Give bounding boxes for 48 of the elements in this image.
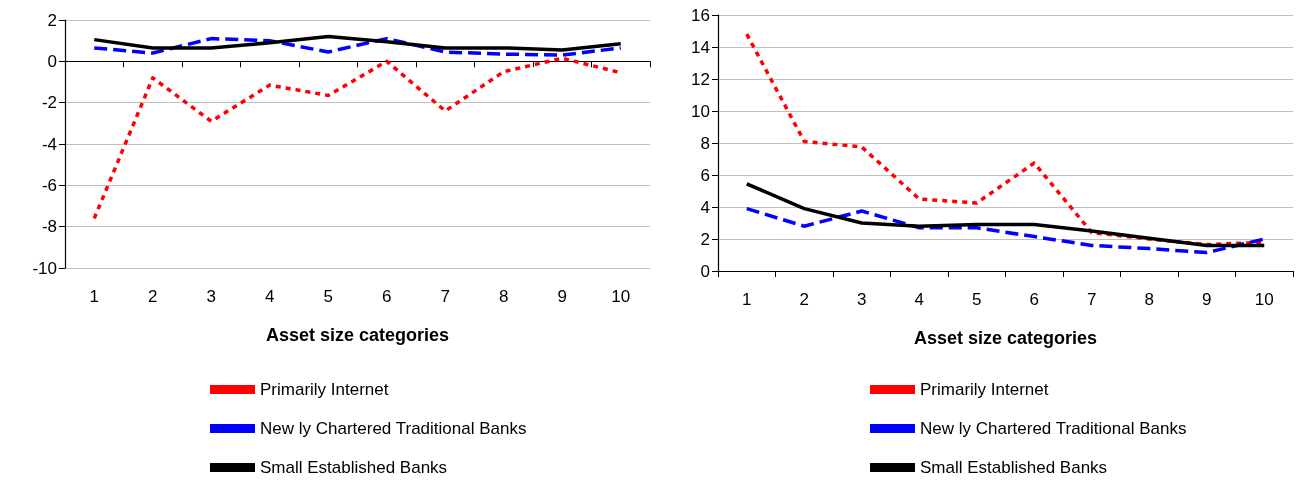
x-tick-label: 2 [799,290,809,309]
line-series [92,34,623,52]
x-tick-label: 10 [1254,290,1274,309]
x-tick-label: 7 [440,287,450,306]
line-series [745,206,1266,255]
x-tick-label: 4 [265,287,275,306]
y-tick-label: 16 [691,5,710,25]
y-tick-label: -4 [41,134,57,154]
y-tick-label: 0 [700,261,710,281]
x-tick-label: 1 [742,290,752,309]
y-tick-label: -8 [41,217,57,237]
x-tick-label: 2 [148,287,158,306]
legend-label: Primarily Internet [260,380,389,399]
x-tick-label: 6 [1029,290,1039,309]
legend-label: Small Established Banks [260,458,448,477]
y-tick-label: 12 [691,69,710,89]
x-tick-label: 5 [323,287,333,306]
y-tick-label: 8 [700,133,710,153]
x-tick-label: 8 [1144,290,1154,309]
x-tick-label: 4 [914,290,924,309]
x-tick-label: 8 [499,287,509,306]
y-tick-label: -10 [32,258,57,278]
line-series [92,36,623,57]
x-tick-label: 9 [557,287,567,306]
legend-label: New ly Chartered Traditional Banks [920,419,1187,438]
x-tick-label: 1 [89,287,99,306]
x-tick-label: 5 [972,290,982,309]
x-tick-label: 3 [857,290,867,309]
y-tick-label: 2 [47,10,57,30]
y-tick-label: 4 [700,197,710,217]
x-tick-label: 6 [382,287,392,306]
x-tick-label: 10 [611,287,631,306]
x-tick-label: 7 [1087,290,1097,309]
y-tick-label: -2 [41,93,57,113]
x-tick-label: 3 [206,287,216,306]
x-tick-label: 9 [1202,290,1212,309]
legend-label: New ly Chartered Traditional Banks [260,419,527,438]
x-axis-title: Asset size categories [265,325,450,345]
line-series [745,182,1266,248]
y-tick-label: 2 [700,229,710,249]
legend-label: Primarily Internet [920,380,1049,399]
y-tick-label: -6 [41,175,57,195]
y-tick-label: 14 [691,37,710,57]
y-tick-label: 10 [691,101,710,121]
legend-label: Small Established Banks [920,458,1108,477]
y-tick-label: 0 [47,51,57,71]
y-tick-label: 6 [700,165,710,185]
x-axis-title: Asset size categories [913,328,1098,348]
